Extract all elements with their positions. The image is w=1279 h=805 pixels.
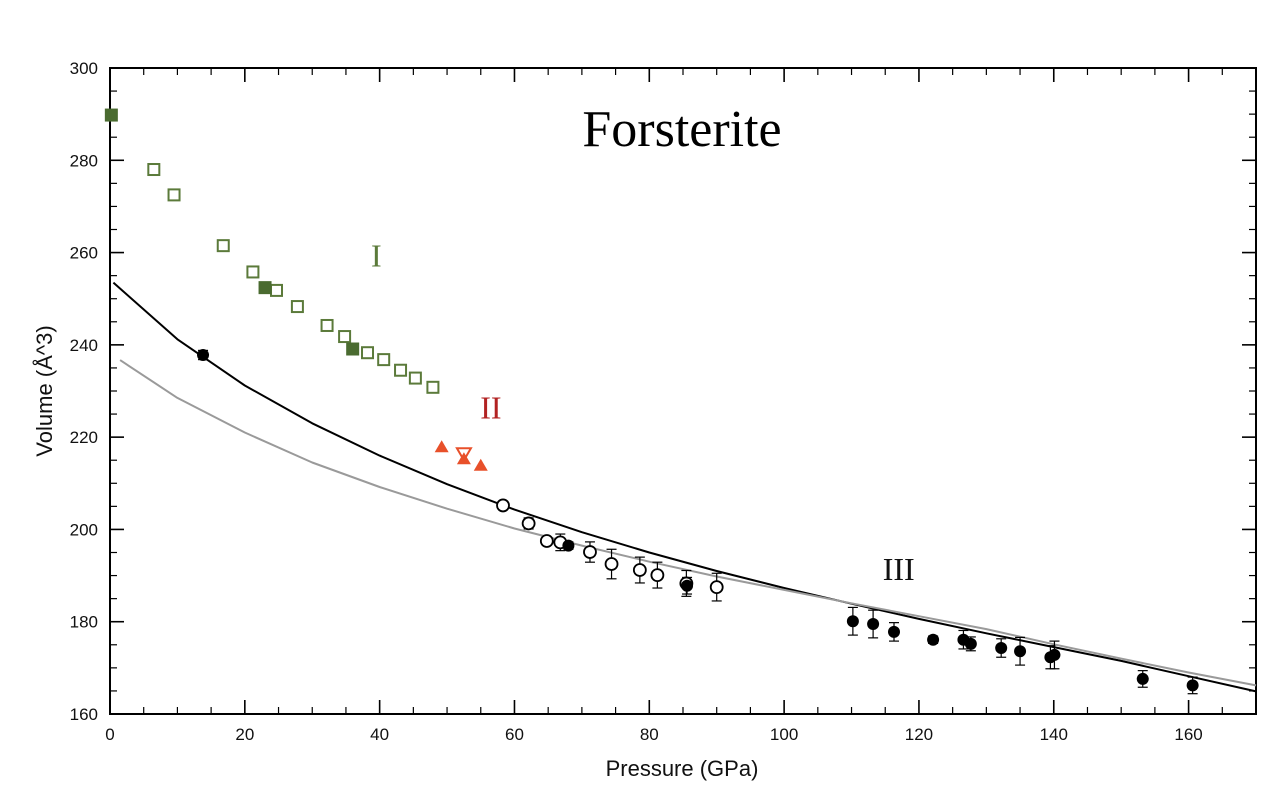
x-tick-label: 120 <box>905 725 933 744</box>
filled-circle-point <box>1136 672 1149 685</box>
open-square-point <box>167 188 181 202</box>
open-circle-point <box>632 563 647 577</box>
x-tick-label: 140 <box>1040 725 1068 744</box>
open-square-point <box>426 380 440 394</box>
filled-square-point <box>346 342 360 356</box>
x-tick-label: 160 <box>1174 725 1202 744</box>
filled-circle-point <box>846 615 859 628</box>
eos-fit-curve <box>112 281 1257 693</box>
region-label: III <box>883 551 915 587</box>
y-tick-label: 220 <box>70 428 98 447</box>
region-label: II <box>480 390 501 426</box>
eos-fit-curve <box>119 359 1257 687</box>
x-tick-label: 20 <box>235 725 254 744</box>
y-axis-title: Volume (Å^3) <box>32 325 57 456</box>
filled-triangle-point <box>456 452 471 465</box>
open-circle-point <box>521 516 536 531</box>
y-tick-label: 300 <box>70 59 98 78</box>
axis-ticks <box>109 67 1256 715</box>
y-tick-label: 260 <box>70 244 98 263</box>
y-tick-label: 200 <box>70 520 98 539</box>
open-square-point <box>147 163 161 177</box>
tick-labels: 0 20 40 60 80 100 120 140 160 160 180 200 220 240 260 2… <box>70 59 1203 744</box>
x-tick-label: 100 <box>770 725 798 744</box>
y-tick-label: 180 <box>70 613 98 632</box>
y-tick-label: 160 <box>70 705 98 724</box>
open-square-point <box>320 318 334 332</box>
open-square-point <box>246 265 260 279</box>
filled-square-point <box>104 108 118 122</box>
filled-circle-point <box>964 637 977 650</box>
open-square-point <box>361 346 375 360</box>
filled-circle-point <box>1186 679 1199 692</box>
fit-curves <box>112 281 1257 693</box>
filled-circle-point <box>1048 648 1061 661</box>
plot-frame <box>109 67 1257 715</box>
x-tick-label: 80 <box>640 725 659 744</box>
y-tick-label: 280 <box>70 151 98 170</box>
filled-triangle-point <box>473 458 488 471</box>
open-circle-point <box>583 545 597 559</box>
data-points <box>104 108 1199 692</box>
filled-circle-point <box>562 539 575 552</box>
open-square-point <box>216 239 230 253</box>
x-axis-title: Pressure (GPa) <box>606 756 759 781</box>
x-tick-label: 60 <box>505 725 524 744</box>
filled-circle-point <box>995 642 1008 655</box>
open-circle-point <box>496 498 510 513</box>
filled-circle-point <box>867 618 880 631</box>
open-square-point <box>290 300 304 314</box>
filled-circle-point <box>1014 645 1027 658</box>
region-label: I <box>371 237 382 273</box>
chart-title: Forsterite <box>582 101 781 158</box>
open-square-point <box>408 371 422 385</box>
open-triangle-point <box>455 447 473 463</box>
filled-square-point <box>258 281 272 295</box>
open-circle-point <box>604 557 619 571</box>
open-circle-point <box>539 534 554 548</box>
open-square-point <box>377 353 391 367</box>
x-tick-label: 0 <box>105 725 114 744</box>
filled-circle-point <box>197 349 210 362</box>
y-tick-label: 240 <box>70 336 98 355</box>
open-square-point <box>338 330 352 344</box>
x-tick-label: 40 <box>370 725 389 744</box>
open-circle-point <box>709 580 724 595</box>
open-square-point <box>394 363 408 377</box>
open-circle-point <box>650 568 665 583</box>
filled-circle-point <box>927 633 940 646</box>
filled-circle-point <box>681 579 694 592</box>
open-square-point <box>270 283 284 297</box>
filled-circle-point <box>887 625 900 638</box>
filled-triangle-point <box>434 440 449 453</box>
